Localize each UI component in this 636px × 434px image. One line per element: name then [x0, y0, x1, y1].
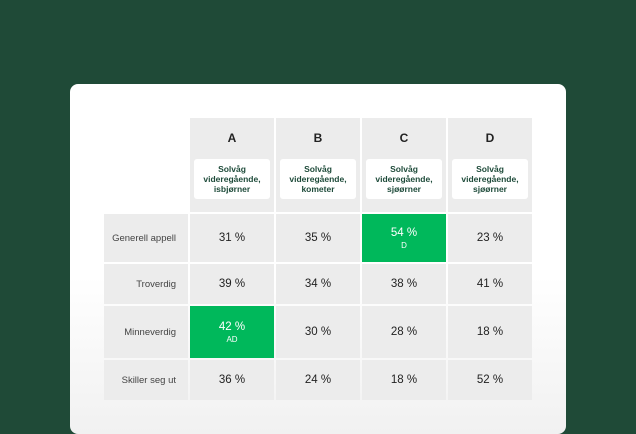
cell-value: 36 %	[218, 373, 246, 386]
cell-value: 52 %	[476, 373, 504, 386]
cell-value: 41 %	[476, 277, 504, 290]
school-label: Solvåg videregående, isbjørner	[194, 159, 270, 199]
column-header-b: B Solvåg videregående, kometer	[276, 118, 360, 212]
table-cell: 34 %	[276, 264, 360, 304]
row-label-skiller-seg-ut: Skiller seg ut	[104, 360, 188, 400]
cell-value: 28 %	[390, 325, 418, 338]
significance-marker: AD	[226, 334, 238, 344]
table-cell-highlighted: 42 % AD	[190, 306, 274, 358]
table-cell-highlighted: 54 % D	[362, 214, 446, 262]
table-cell: 36 %	[190, 360, 274, 400]
cell-value: 34 %	[304, 277, 332, 290]
table-cell: 23 %	[448, 214, 532, 262]
table-cell: 39 %	[190, 264, 274, 304]
column-letter: B	[313, 131, 323, 145]
cell-value: 31 %	[218, 231, 246, 244]
table-cell: 52 %	[448, 360, 532, 400]
cell-value: 18 %	[390, 373, 418, 386]
table-corner	[104, 118, 188, 212]
significance-marker: D	[401, 240, 407, 250]
table-cell: 35 %	[276, 214, 360, 262]
school-label: Solvåg videregående, sjøørner	[452, 159, 528, 199]
column-header-a: A Solvåg videregående, isbjørner	[190, 118, 274, 212]
cell-value: 42 %	[218, 320, 246, 333]
cell-value: 54 %	[390, 226, 418, 239]
column-header-c: C Solvåg videregående, sjøørner	[362, 118, 446, 212]
cell-value: 24 %	[304, 373, 332, 386]
row-label-troverdig: Troverdig	[104, 264, 188, 304]
table-cell: 31 %	[190, 214, 274, 262]
school-label: Solvåg videregående, kometer	[280, 159, 356, 199]
column-letter: D	[485, 131, 495, 145]
table-cell: 18 %	[362, 360, 446, 400]
column-header-d: D Solvåg videregående, sjøørner	[448, 118, 532, 212]
comparison-table: A Solvåg videregående, isbjørner B Solvå…	[104, 118, 532, 400]
table-cell: 28 %	[362, 306, 446, 358]
table-cell: 41 %	[448, 264, 532, 304]
cell-value: 18 %	[476, 325, 504, 338]
column-letter: C	[399, 131, 409, 145]
table-cell: 38 %	[362, 264, 446, 304]
table-cell: 30 %	[276, 306, 360, 358]
cell-value: 35 %	[304, 231, 332, 244]
cell-value: 23 %	[476, 231, 504, 244]
cell-value: 39 %	[218, 277, 246, 290]
school-label: Solvåg videregående, sjøørner	[366, 159, 442, 199]
column-letter: A	[227, 131, 237, 145]
table-cell: 24 %	[276, 360, 360, 400]
cell-value: 38 %	[390, 277, 418, 290]
table-cell: 18 %	[448, 306, 532, 358]
row-label-minneverdig: Minneverdig	[104, 306, 188, 358]
cell-value: 30 %	[304, 325, 332, 338]
row-label-generell-appell: Generell appell	[104, 214, 188, 262]
